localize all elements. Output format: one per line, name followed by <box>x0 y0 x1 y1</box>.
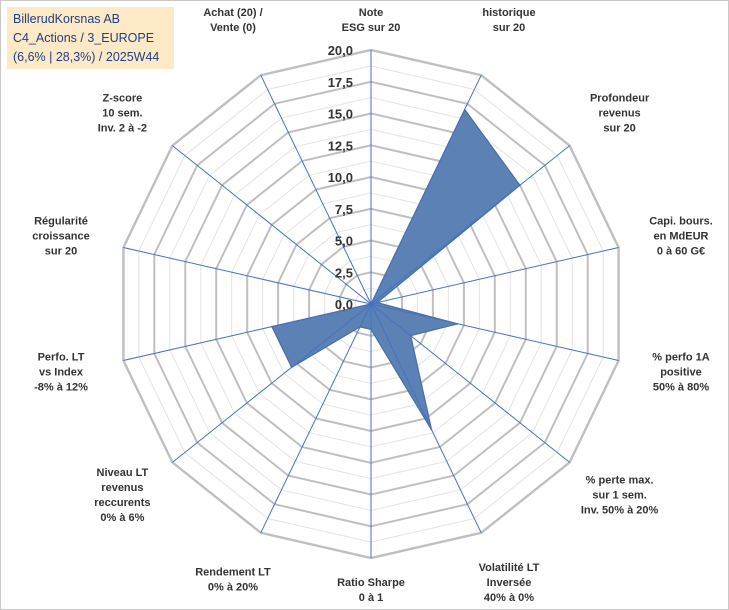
axis-label: Perfo. LT vs Index -8% à 12% <box>34 352 88 394</box>
axis-spoke <box>172 145 372 305</box>
axis-label: Z-score 10 sem. Inv. 2 à -2 <box>98 93 147 135</box>
axis-label-line: Inv. 2 à -2 <box>98 123 147 135</box>
axis-label-line: positive <box>660 367 702 379</box>
axis-label-line: Capi. bours. <box>649 215 713 227</box>
axis-label-line: Niveau LT <box>97 467 149 479</box>
axis-label-line: ESG sur 20 <box>342 22 401 34</box>
axis-label: Niveau LT revenus reccurents 0% à 6% <box>94 467 150 524</box>
axis-label-line: % perte max. <box>586 474 654 486</box>
data-point <box>456 323 459 325</box>
tick-label: 2,5 <box>335 265 353 280</box>
chart-title-category: C4_Actions / 3_EUROPE <box>13 31 155 45</box>
axis-spoke <box>370 303 619 361</box>
axis-label: Profondeur revenus sur 20 <box>590 93 650 135</box>
axis-label-line: sur 1 sem. <box>592 489 646 501</box>
tick-label: 5,0 <box>335 234 353 249</box>
data-point <box>370 303 372 305</box>
data-series-area <box>271 108 521 431</box>
axis-label-line: en MdEUR <box>654 230 709 242</box>
axis-label: Régularité croissance sur 20 <box>32 215 89 257</box>
data-point <box>370 328 372 331</box>
axis-spoke <box>370 247 619 305</box>
axis-label-line: Achat (20) / <box>203 7 262 19</box>
axis-label: % perte max. sur 1 sem. Inv. 50% à 20% <box>581 474 659 516</box>
axis-spoke <box>172 303 372 463</box>
axis-label-line: Régularité <box>34 215 88 227</box>
tick-label: 7,5 <box>335 202 353 217</box>
axis-label: Volatilité LT Inversée 40% à 0% <box>479 562 540 604</box>
data-point <box>409 334 412 337</box>
chart-title-box: BillerudKorsnas AB C4_Actions / 3_EUROPE… <box>7 7 174 69</box>
axis-label-line: Perfo. LT <box>38 352 85 364</box>
tick-label: 0,0 <box>335 297 353 312</box>
axis-spoke <box>260 74 372 305</box>
axis-spoke <box>370 303 570 463</box>
axis-label-line: vs Index <box>39 367 84 379</box>
axis-spoke <box>370 145 570 305</box>
data-point <box>376 301 379 304</box>
axis-label-line: Inversée <box>487 577 532 589</box>
data-point <box>271 325 273 328</box>
data-point <box>290 366 293 369</box>
data-point <box>463 108 466 111</box>
axis-label-line: 50% à 80% <box>653 382 709 394</box>
axis-label-line: Vente (0) <box>210 22 256 34</box>
axis-label-line: -8% à 12% <box>34 382 88 394</box>
axis-label-line: Inv. 50% à 20% <box>581 504 659 516</box>
axis-label-line: Profondeur <box>479 1 539 4</box>
axis-label-line: 10 sem. <box>102 108 142 120</box>
tick-label: 10,0 <box>328 170 353 185</box>
axis-spoke <box>370 303 482 534</box>
axis-label: Profondeur historique sur 20 <box>479 1 539 34</box>
axis-label-line: 0% à 6% <box>100 512 144 524</box>
axis-label-line: Momentum <box>204 1 263 4</box>
data-point <box>359 326 361 328</box>
axis-label-line: Note <box>359 7 383 19</box>
axis-label-line: 40% à 0% <box>484 592 534 604</box>
axis-label-line: 0% à 20% <box>208 582 258 594</box>
axis-label: % perfo 1A positive 50% à 80% <box>652 352 710 394</box>
axis-label-line: sur 20 <box>603 123 635 135</box>
axis-label-line: sur 20 <box>45 245 77 257</box>
axis-label-line: Volatilité LT <box>479 562 540 574</box>
axis-label-line: revenus <box>101 482 143 494</box>
data-point <box>430 429 433 431</box>
axis-label-line: revenus <box>598 108 640 120</box>
axis-spoke <box>260 303 372 534</box>
axis-label-line: sur 20 <box>493 22 525 34</box>
axis-spoke <box>370 74 482 305</box>
axis-label-line: Profondeur <box>590 93 650 105</box>
axis-label-line: historique <box>482 7 535 19</box>
tick-label: 12,5 <box>328 138 353 153</box>
axis-label-line: 0 à 1 <box>359 592 383 604</box>
chart-title-company: BillerudKorsnas AB <box>13 12 121 26</box>
axis-label-line: croissance <box>32 230 89 242</box>
axis-label: Capi. bours. en MdEUR 0 à 60 G€ <box>649 215 713 257</box>
data-point <box>519 184 521 186</box>
axis-label: Rendement LT 0% à 20% <box>195 567 271 594</box>
axis-label: Ratio Sharpe 0 à 1 <box>337 577 405 604</box>
axis-spoke <box>123 247 372 305</box>
tick-label: 17,5 <box>328 75 353 90</box>
axis-label-line: % perfo 1A <box>652 352 710 364</box>
axis-label-line: Rendement LT <box>195 567 271 579</box>
axis-spoke <box>123 303 372 361</box>
axis-label-line: 0 à 60 G€ <box>657 245 705 257</box>
axis-label: Momentum Achat (20) / Vente (0) <box>203 1 262 34</box>
axis-label: Note ESG sur 20 <box>342 7 401 34</box>
tick-label: 20,0 <box>328 43 353 58</box>
axis-label-line: Z-score <box>103 93 143 105</box>
chart-title-stats: (6,6% | 28,3%) / 2025W44 <box>13 50 160 64</box>
axis-label-line: reccurents <box>94 497 150 509</box>
axis-label-line: Ratio Sharpe <box>337 577 405 589</box>
tick-label: 15,0 <box>328 107 353 122</box>
